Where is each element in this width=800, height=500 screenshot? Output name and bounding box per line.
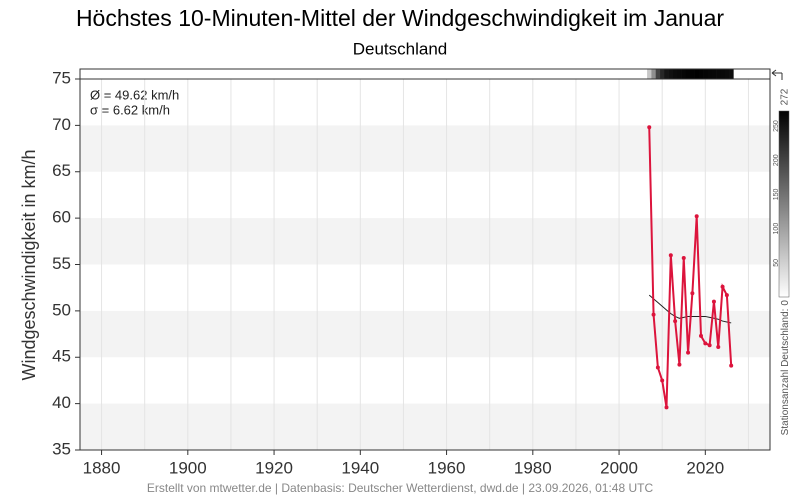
station-cell <box>668 69 674 79</box>
x-tick-label: 1960 <box>428 458 466 477</box>
station-cell <box>690 69 695 79</box>
station-cell <box>685 69 691 79</box>
station-cell <box>703 69 708 79</box>
colorbar-label-part: Stationsanzahl Deutschland: <box>780 309 791 436</box>
station-cell <box>711 69 717 79</box>
y-tick-label: 75 <box>52 68 71 87</box>
x-tick-label: 1920 <box>255 458 293 477</box>
station-cell <box>677 69 682 79</box>
y-tick-label: 45 <box>52 347 71 366</box>
colorbar <box>778 110 790 298</box>
annotation: σ = 6.62 km/h <box>90 102 170 117</box>
data-point <box>720 284 725 289</box>
station-cell <box>724 69 730 79</box>
y-tick-label: 40 <box>52 393 71 412</box>
station-cell <box>655 69 661 79</box>
data-point <box>655 365 660 370</box>
data-point <box>724 293 729 298</box>
data-point <box>711 299 716 304</box>
chart-title: Höchstes 10-Minuten-Mittel der Windgesch… <box>76 5 724 31</box>
data-point <box>668 253 673 258</box>
data-point <box>690 291 695 296</box>
data-point <box>686 350 691 355</box>
strip-arrow <box>771 69 783 80</box>
y-tick-label: 55 <box>52 254 71 273</box>
station-cell <box>660 69 665 79</box>
data-point <box>647 125 652 130</box>
data-point <box>677 362 682 367</box>
y-tick-label: 60 <box>52 208 71 227</box>
data-point <box>729 363 734 368</box>
colorbar-tick-label: 50 <box>773 259 780 267</box>
x-tick-label: 2000 <box>600 458 638 477</box>
grid-band <box>80 218 770 265</box>
data-point <box>703 341 708 346</box>
grid-band <box>80 403 770 450</box>
x-tick-label: 1900 <box>169 458 207 477</box>
station-cell <box>647 69 652 79</box>
colorbar-tick-label: 250 <box>773 120 780 132</box>
station-cell <box>698 69 704 79</box>
footer: Erstellt von mtwetter.de | Datenbasis: D… <box>147 481 654 495</box>
colorbar-tick-label: 100 <box>773 223 780 235</box>
station-cell <box>694 69 700 79</box>
station-cell <box>681 69 687 79</box>
data-line <box>648 127 733 408</box>
y-tick-label: 50 <box>52 300 71 319</box>
data-point <box>699 333 703 338</box>
station-cell <box>720 69 726 79</box>
data-point <box>681 256 686 261</box>
plot-frame <box>79 68 771 451</box>
colorbar-label-part: 0 <box>780 300 791 306</box>
data-point <box>673 319 678 324</box>
grid-band <box>80 125 770 172</box>
x-tick-label: 1940 <box>341 458 379 477</box>
y-tick-label: 65 <box>52 161 71 180</box>
station-cell <box>729 69 734 79</box>
y-tick-label: 70 <box>52 115 71 134</box>
station-cell <box>651 69 657 79</box>
annotation: Ø = 49.62 km/h <box>90 87 179 102</box>
x-tick-label: 2020 <box>686 458 724 477</box>
station-cell <box>672 69 678 79</box>
colorbar-label: Stationsanzahl Deutschland: 0 <box>780 300 791 436</box>
station-cell <box>664 69 669 79</box>
data-point <box>694 214 699 219</box>
colorbar-tick-label: 150 <box>773 188 780 200</box>
station-cell <box>707 69 713 79</box>
x-tick-label: 1880 <box>83 458 121 477</box>
data-point <box>664 405 669 410</box>
data-point <box>707 343 712 348</box>
chart-subtitle: Deutschland <box>353 39 448 58</box>
station-cell <box>716 69 721 79</box>
y-axis-label: Windgeschwindigkeit in km/h <box>19 149 39 380</box>
data-point <box>651 312 656 317</box>
grid-band <box>80 310 770 358</box>
data-point <box>716 345 721 350</box>
x-tick-label: 1980 <box>514 458 552 477</box>
y-tick-label: 35 <box>52 439 71 458</box>
colorbar-tick-label: 200 <box>773 154 780 166</box>
colorbar-max-label: 272 <box>780 88 791 105</box>
data-point <box>660 378 665 383</box>
